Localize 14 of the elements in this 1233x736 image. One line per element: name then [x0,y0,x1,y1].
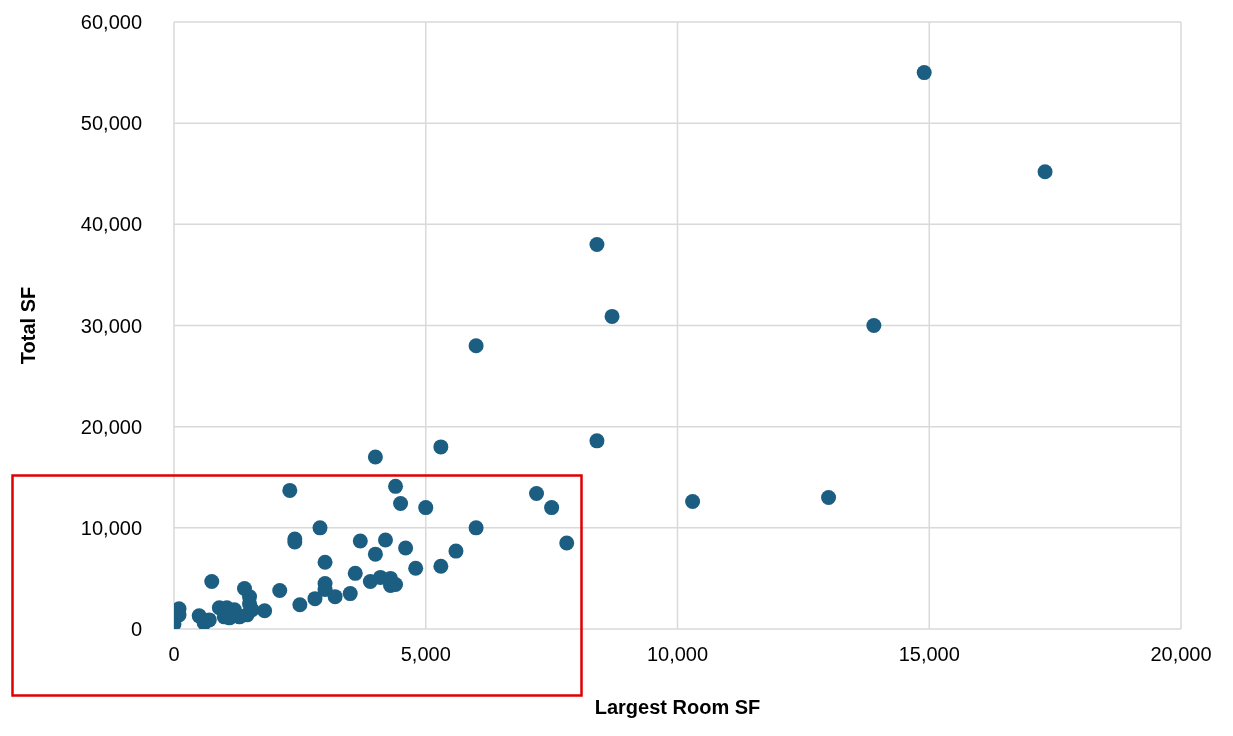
x-tick-label: 20,000 [1150,643,1212,666]
y-tick-label: 0 [130,618,142,641]
y-tick-label: 20,000 [80,415,142,438]
y-tick-label: 60,000 [80,11,142,34]
y-tick-label: 40,000 [80,213,142,236]
x-tick-label: 0 [168,643,180,666]
x-axis-title: Largest Room SF [594,696,761,718]
x-tick-label: 10,000 [646,643,709,666]
y-axis-title: Total SF [17,286,39,365]
y-tick-label: 50,000 [80,112,142,135]
y-tick-label: 30,000 [80,314,142,337]
x-tick-label: 15,000 [898,643,960,666]
y-tick-label: 10,000 [80,516,142,539]
x-tick-label: 5,000 [400,643,451,666]
